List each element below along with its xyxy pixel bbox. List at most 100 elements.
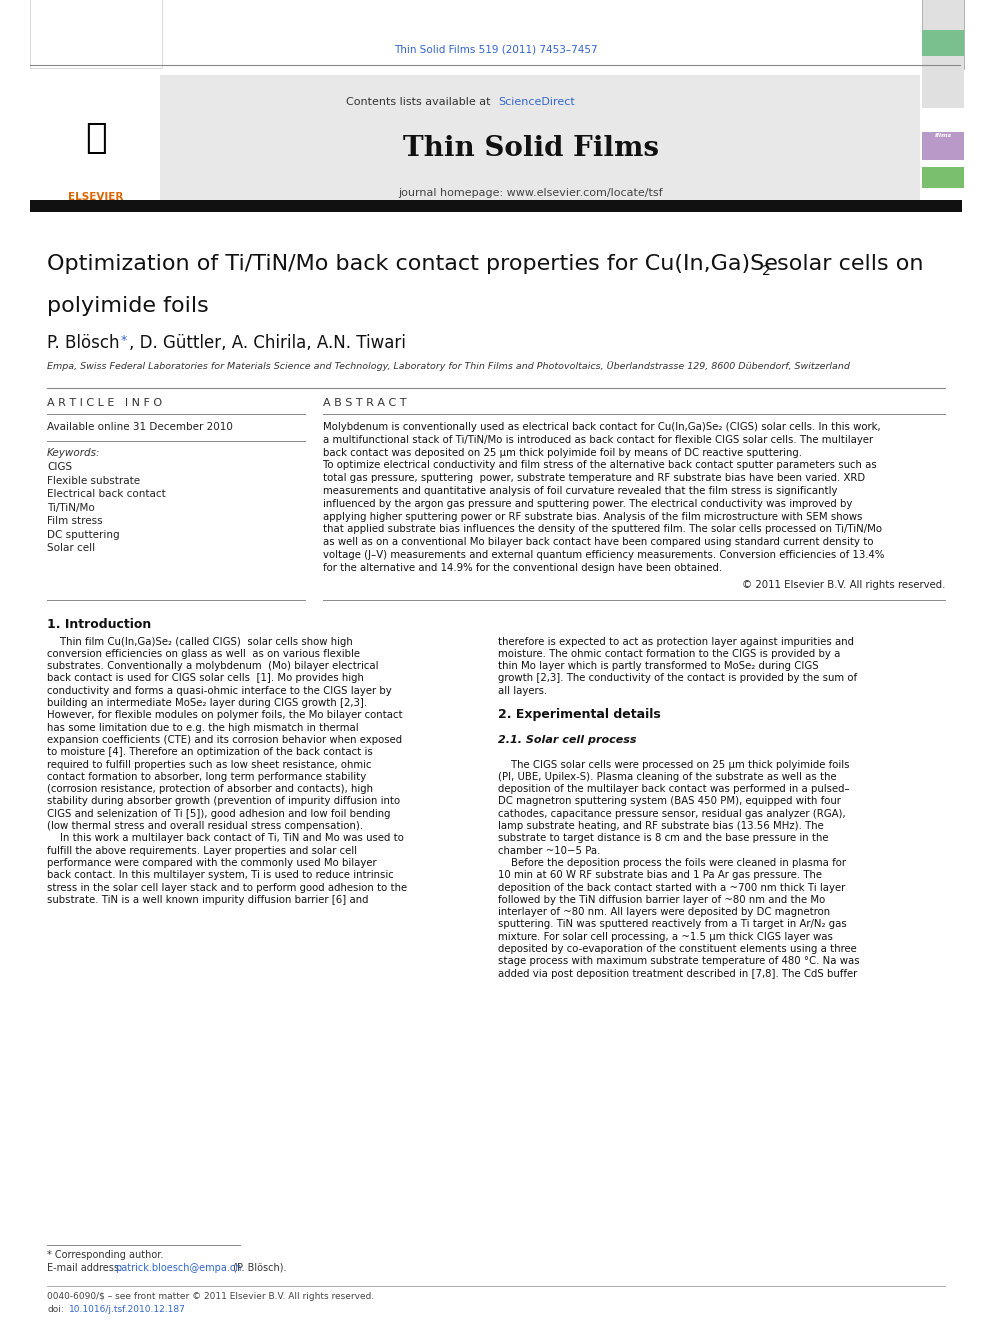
Text: voltage (J–V) measurements and external quantum efficiency measurements. Convers: voltage (J–V) measurements and external … xyxy=(323,550,885,560)
Text: deposition of the multilayer back contact was performed in a pulsed–: deposition of the multilayer back contac… xyxy=(498,785,849,794)
Bar xyxy=(922,132,964,160)
Text: substrates. Conventionally a molybdenum  (Mo) bilayer electrical: substrates. Conventionally a molybdenum … xyxy=(47,662,379,671)
Text: has some limitation due to e.g. the high mismatch in thermal: has some limitation due to e.g. the high… xyxy=(47,722,359,733)
Text: However, for flexible modules on polymer foils, the Mo bilayer contact: However, for flexible modules on polymer… xyxy=(47,710,403,721)
Text: cathodes, capacitance pressure sensor, residual gas analyzer (RGA),: cathodes, capacitance pressure sensor, r… xyxy=(498,808,845,819)
Text: conversion efficiencies on glass as well  as on various flexible: conversion efficiencies on glass as well… xyxy=(47,648,360,659)
Bar xyxy=(922,56,964,108)
Text: a multifunctional stack of Ti/TiN/Mo is introduced as back contact for flexible : a multifunctional stack of Ti/TiN/Mo is … xyxy=(323,435,873,445)
Text: performance were compared with the commonly used Mo bilayer: performance were compared with the commo… xyxy=(47,859,377,868)
Text: (PI, UBE, Upilex-S). Plasma cleaning of the substrate as well as the: (PI, UBE, Upilex-S). Plasma cleaning of … xyxy=(498,771,836,782)
Text: Keywords:: Keywords: xyxy=(47,448,100,458)
Text: Contents lists available at: Contents lists available at xyxy=(346,97,494,107)
Text: back contact was deposited on 25 μm thick polyimide foil by means of DC reactive: back contact was deposited on 25 μm thic… xyxy=(323,447,802,458)
Text: polyimide foils: polyimide foils xyxy=(47,296,208,316)
Text: The CIGS solar cells were processed on 25 μm thick polyimide foils: The CIGS solar cells were processed on 2… xyxy=(498,759,849,770)
Text: In this work a multilayer back contact of Ti, TiN and Mo was used to: In this work a multilayer back contact o… xyxy=(47,833,404,843)
Text: interlayer of ~80 nm. All layers were deposited by DC magnetron: interlayer of ~80 nm. All layers were de… xyxy=(498,908,830,917)
Text: stage process with maximum substrate temperature of 480 °C. Na was: stage process with maximum substrate tem… xyxy=(498,957,860,966)
Text: Molybdenum is conventionally used as electrical back contact for Cu(In,Ga)Se₂ (C: Molybdenum is conventionally used as ele… xyxy=(323,422,881,433)
Text: 2. Experimental details: 2. Experimental details xyxy=(498,708,661,721)
Text: back contact. In this multilayer system, Ti is used to reduce intrinsic: back contact. In this multilayer system,… xyxy=(47,871,394,880)
Text: Thin Solid Films: Thin Solid Films xyxy=(403,135,659,161)
Text: expansion coefficients (CTE) and its corrosion behavior when exposed: expansion coefficients (CTE) and its cor… xyxy=(47,736,402,745)
Text: followed by the TiN diffusion barrier layer of ~80 nm and the Mo: followed by the TiN diffusion barrier la… xyxy=(498,894,825,905)
Text: *: * xyxy=(121,333,127,347)
Text: journal homepage: www.elsevier.com/locate/tsf: journal homepage: www.elsevier.com/locat… xyxy=(399,188,663,198)
Text: influenced by the argon gas pressure and sputtering power. The electrical conduc: influenced by the argon gas pressure and… xyxy=(323,499,852,509)
Text: Ti/TiN/Mo: Ti/TiN/Mo xyxy=(47,503,95,512)
Text: contact formation to absorber, long term performance stability: contact formation to absorber, long term… xyxy=(47,771,366,782)
Bar xyxy=(922,30,964,69)
Text: P. Blösch: P. Blösch xyxy=(47,333,119,352)
Text: A R T I C L E   I N F O: A R T I C L E I N F O xyxy=(47,398,162,407)
Text: back contact is used for CIGS solar cells  [1]. Mo provides high: back contact is used for CIGS solar cell… xyxy=(47,673,364,684)
Text: (corrosion resistance, protection of absorber and contacts), high: (corrosion resistance, protection of abs… xyxy=(47,785,373,794)
Text: conductivity and forms a quasi-ohmic interface to the CIGS layer by: conductivity and forms a quasi-ohmic int… xyxy=(47,685,392,696)
Text: Thin Solid Films 519 (2011) 7453–7457: Thin Solid Films 519 (2011) 7453–7457 xyxy=(394,45,598,56)
Text: therefore is expected to act as protection layer against impurities and: therefore is expected to act as protecti… xyxy=(498,636,854,647)
Text: building an intermediate MoSe₂ layer during CIGS growth [2,3].: building an intermediate MoSe₂ layer dur… xyxy=(47,699,367,708)
Text: sputtering. TiN was sputtered reactively from a Ti target in Ar/N₂ gas: sputtering. TiN was sputtered reactively… xyxy=(498,919,847,930)
Text: measurements and quantitative analysis of foil curvature revealed that the film : measurements and quantitative analysis o… xyxy=(323,486,837,496)
Text: Optimization of Ti/TiN/Mo back contact properties for Cu(In,Ga)Se: Optimization of Ti/TiN/Mo back contact p… xyxy=(47,254,778,274)
Text: Thin film Cu(In,Ga)Se₂ (called CIGS)  solar cells show high: Thin film Cu(In,Ga)Se₂ (called CIGS) sol… xyxy=(47,636,353,647)
Text: doi:: doi: xyxy=(47,1304,63,1314)
Text: 10.1016/j.tsf.2010.12.187: 10.1016/j.tsf.2010.12.187 xyxy=(69,1304,186,1314)
Text: 2: 2 xyxy=(762,265,771,278)
Text: all layers.: all layers. xyxy=(498,685,548,696)
Text: thin Mo layer which is partly transformed to MoSe₂ during CIGS: thin Mo layer which is partly transforme… xyxy=(498,662,818,671)
Text: stability during absorber growth (prevention of impurity diffusion into: stability during absorber growth (preven… xyxy=(47,796,400,807)
Text: patrick.bloesch@empa.ch: patrick.bloesch@empa.ch xyxy=(115,1263,241,1273)
Text: chamber ~10−5 Pa.: chamber ~10−5 Pa. xyxy=(498,845,600,856)
Text: that applied substrate bias influences the density of the sputtered film. The so: that applied substrate bias influences t… xyxy=(323,524,882,534)
Text: Solar cell: Solar cell xyxy=(47,542,95,553)
Text: Before the deposition process the foils were cleaned in plasma for: Before the deposition process the foils … xyxy=(498,859,846,868)
Text: Flexible substrate: Flexible substrate xyxy=(47,475,140,486)
Bar xyxy=(922,167,964,188)
Text: E-mail address:: E-mail address: xyxy=(47,1263,125,1273)
Text: (low thermal stress and overall residual stress compensation).: (low thermal stress and overall residual… xyxy=(47,822,363,831)
Text: 10 min at 60 W RF substrate bias and 1 Pa Ar gas pressure. The: 10 min at 60 W RF substrate bias and 1 P… xyxy=(498,871,822,880)
Text: thin
solid
films: thin solid films xyxy=(934,122,951,139)
Bar xyxy=(160,75,920,208)
Text: mixture. For solar cell processing, a ~1.5 μm thick CIGS layer was: mixture. For solar cell processing, a ~1… xyxy=(498,931,833,942)
Text: ScienceDirect: ScienceDirect xyxy=(498,97,574,107)
Text: fulfill the above requirements. Layer properties and solar cell: fulfill the above requirements. Layer pr… xyxy=(47,845,357,856)
Text: deposition of the back contact started with a ~700 nm thick Ti layer: deposition of the back contact started w… xyxy=(498,882,845,893)
Text: added via post deposition treatment described in [7,8]. The CdS buffer: added via post deposition treatment desc… xyxy=(498,968,857,979)
Text: © 2011 Elsevier B.V. All rights reserved.: © 2011 Elsevier B.V. All rights reserved… xyxy=(742,579,945,590)
Text: 2.1. Solar cell process: 2.1. Solar cell process xyxy=(498,736,637,745)
Text: DC magnetron sputtering system (BAS 450 PM), equipped with four: DC magnetron sputtering system (BAS 450 … xyxy=(498,796,841,807)
Text: solar cells on: solar cells on xyxy=(770,254,924,274)
Bar xyxy=(30,200,962,212)
Text: lamp substrate heating, and RF substrate bias (13.56 MHz). The: lamp substrate heating, and RF substrate… xyxy=(498,822,823,831)
Text: Film stress: Film stress xyxy=(47,516,102,527)
Text: CIGS: CIGS xyxy=(47,462,72,472)
Text: required to fulfill properties such as low sheet resistance, ohmic: required to fulfill properties such as l… xyxy=(47,759,371,770)
Text: growth [2,3]. The conductivity of the contact is provided by the sum of: growth [2,3]. The conductivity of the co… xyxy=(498,673,857,684)
Text: substrate. TiN is a well known impurity diffusion barrier [6] and: substrate. TiN is a well known impurity … xyxy=(47,894,368,905)
Text: 🌲: 🌲 xyxy=(85,120,107,155)
Text: Empa, Swiss Federal Laboratories for Materials Science and Technology, Laborator: Empa, Swiss Federal Laboratories for Mat… xyxy=(47,361,850,370)
Text: (P. Blösch).: (P. Blösch). xyxy=(230,1263,287,1273)
Text: deposited by co-evaporation of the constituent elements using a three: deposited by co-evaporation of the const… xyxy=(498,945,857,954)
Text: A B S T R A C T: A B S T R A C T xyxy=(323,398,407,407)
Text: CIGS and selenization of Ti [5]), good adhesion and low foil bending: CIGS and selenization of Ti [5]), good a… xyxy=(47,808,391,819)
Text: to moisture [4]. Therefore an optimization of the back contact is: to moisture [4]. Therefore an optimizati… xyxy=(47,747,373,757)
Text: * Corresponding author.: * Corresponding author. xyxy=(47,1250,164,1259)
Text: Available online 31 December 2010: Available online 31 December 2010 xyxy=(47,422,233,433)
Bar xyxy=(922,0,964,69)
Text: for the alternative and 14.9% for the conventional design have been obtained.: for the alternative and 14.9% for the co… xyxy=(323,562,722,573)
Text: stress in the solar cell layer stack and to perform good adhesion to the: stress in the solar cell layer stack and… xyxy=(47,882,407,893)
Text: total gas pressure, sputtering  power, substrate temperature and RF substrate bi: total gas pressure, sputtering power, su… xyxy=(323,474,865,483)
Text: Electrical back contact: Electrical back contact xyxy=(47,490,166,499)
Text: ELSEVIER: ELSEVIER xyxy=(68,192,124,202)
Text: as well as on a conventional Mo bilayer back contact have been compared using st: as well as on a conventional Mo bilayer … xyxy=(323,537,874,548)
Text: DC sputtering: DC sputtering xyxy=(47,529,120,540)
Text: To optimize electrical conductivity and film stress of the alternative back cont: To optimize electrical conductivity and … xyxy=(323,460,877,471)
Bar xyxy=(30,0,162,67)
Text: , D. Güttler, A. Chirila, A.N. Tiwari: , D. Güttler, A. Chirila, A.N. Tiwari xyxy=(129,333,406,352)
Text: applying higher sputtering power or RF substrate bias. Analysis of the film micr: applying higher sputtering power or RF s… xyxy=(323,512,862,521)
Text: 1. Introduction: 1. Introduction xyxy=(47,618,151,631)
